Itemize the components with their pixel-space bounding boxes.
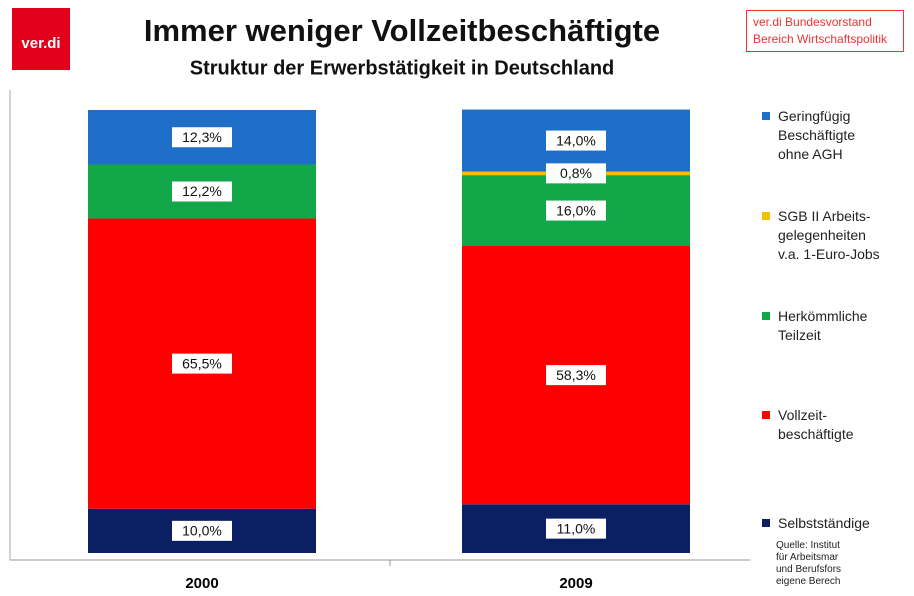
legend-item: SGB II Arbeits- gelegenheiten v.a. 1-Eur… [762,207,880,264]
value-label-box [546,200,606,221]
legend-label: SGB II Arbeits- gelegenheiten v.a. 1-Eur… [778,208,880,262]
chart-title: Immer weniger Vollzeitbeschäftigte [144,13,660,48]
legend-item: Selbstständige [762,514,870,533]
value-label-box [546,518,606,539]
value-label-box [172,520,232,541]
value-label-box [172,181,232,202]
value-label: 16,0% [556,202,596,218]
legend-label: Herkömmliche Teilzeit [778,308,868,343]
legend-label: Vollzeit- beschäftigte [778,407,854,442]
value-label: 14,0% [556,132,596,148]
legend-item: Geringfügig Beschäftigte ohne AGH [762,107,855,164]
legend-item: Herkömmliche Teilzeit [762,307,867,345]
chart-subtitle: Struktur der Erwerbstätigkeit in Deutsch… [190,57,615,79]
value-label-box [172,353,232,374]
legend-label: Geringfügig Beschäftigte ohne AGH [778,108,856,162]
legend-swatch [762,112,770,120]
value-label: 12,2% [182,183,222,199]
legend-item: Vollzeit- beschäftigte [762,406,854,444]
value-label: 10,0% [182,523,222,539]
value-label: 0,8% [560,165,592,181]
legend-label: Selbstständige [778,515,870,531]
logo: ver.di [21,35,60,52]
value-label: 11,0% [557,520,596,536]
value-label: 12,3% [182,129,222,145]
value-label-box [172,127,232,148]
legend-swatch [762,312,770,320]
x-tick-label: 2000 [185,575,218,592]
legend-swatch [762,411,770,419]
value-label-box [546,365,606,386]
value-label-box [546,130,606,151]
legend-swatch [762,212,770,220]
x-tick-label: 2009 [559,575,592,592]
value-label: 58,3% [556,367,596,383]
value-label-box [546,163,606,184]
logo-box [12,8,70,70]
source: Quelle: Institut für Arbeitsmar und Beru… [776,540,842,587]
value-label: 65,5% [182,355,222,371]
publisher: ver.di Bundesvorstand Bereich Wirtschaft… [746,10,904,52]
legend-swatch [762,519,770,527]
